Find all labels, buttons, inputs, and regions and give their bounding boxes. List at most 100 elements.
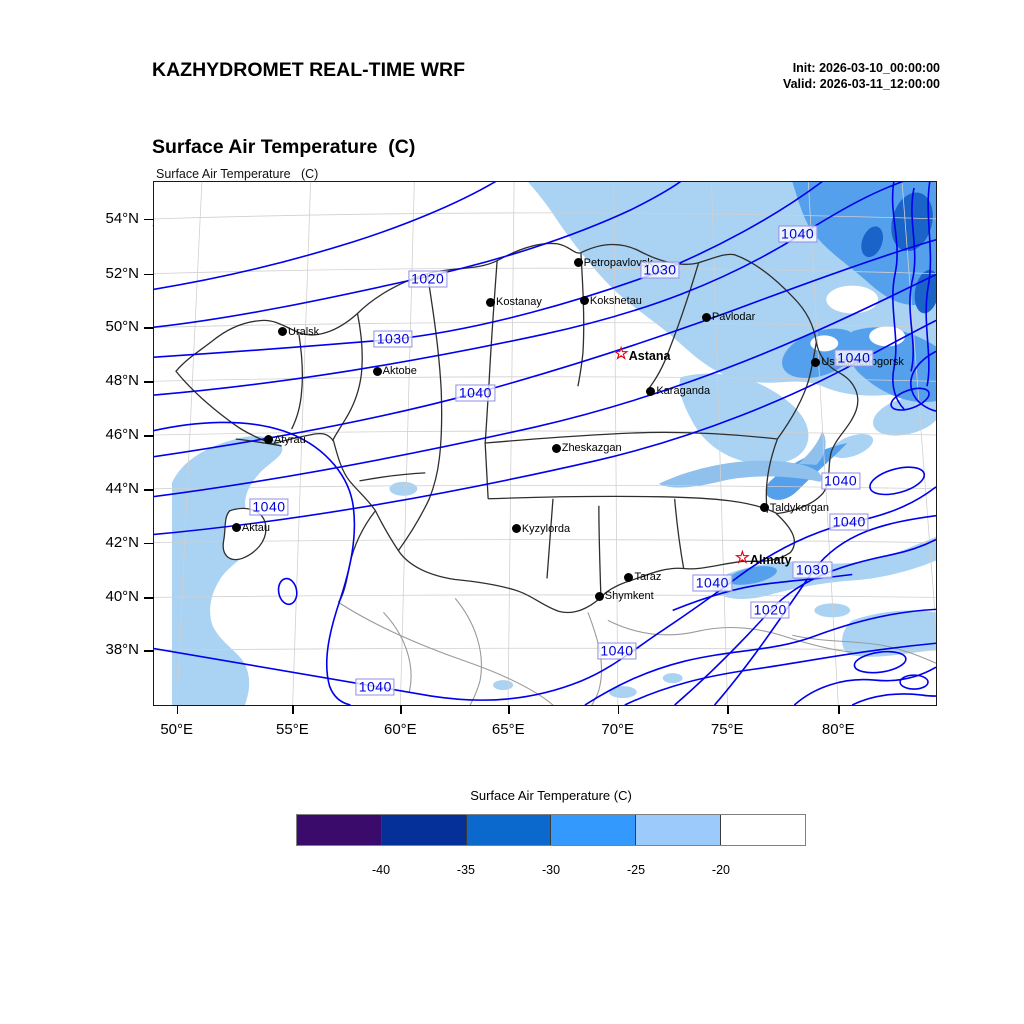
city-label: Pavlodar: [711, 311, 756, 324]
city-marker-almaty: ☆ Almaty: [735, 549, 792, 567]
colorbar-segment: [297, 815, 382, 845]
city-label: Kyzylorda: [521, 522, 571, 535]
colorbar-title: Surface Air Temperature (C): [470, 788, 632, 803]
y-tick-mark: [144, 435, 154, 437]
y-tick-label: 42°N: [105, 534, 139, 552]
pressure-contour-label: 1020: [750, 601, 790, 619]
x-tick-mark: [617, 705, 620, 714]
x-tick-mark: [292, 705, 294, 714]
pressure-contour-label: 1040: [829, 513, 869, 531]
title-temperature-line: Surface Air Temperature (C): [152, 135, 416, 158]
y-tick-mark: [144, 542, 154, 545]
colorbar-tick-label: -30: [541, 863, 561, 877]
city-label: Shymkent: [604, 590, 654, 603]
y-tick-label: 54°N: [105, 209, 139, 227]
pressure-contour-label: 1040: [597, 642, 637, 660]
city-marker-aktau: Aktau: [231, 521, 271, 534]
y-tick-label: 46°N: [105, 426, 139, 444]
colorbar-tick-label: -20: [711, 863, 731, 877]
city-dot-icon: [624, 572, 634, 582]
pressure-contour-label: 1030: [373, 330, 413, 348]
city-label: Zheskazgan: [561, 442, 622, 455]
city-marker-karaganda: Karaganda: [646, 385, 710, 397]
y-tick-mark: [144, 327, 154, 329]
pressure-contour-label: 1040: [455, 384, 495, 402]
city-dot-icon: [701, 312, 711, 322]
x-tick-mark: [838, 705, 840, 714]
y-tick-mark: [144, 650, 154, 652]
pressure-contours: [154, 182, 936, 705]
colorbar: [296, 814, 806, 846]
city-dot-icon: [278, 327, 288, 337]
pressure-contour-label: 1040: [821, 472, 861, 490]
x-tick-label: 70°E: [601, 721, 635, 738]
colorbar-ticks: -40 -35 -30 -25 -20: [296, 863, 806, 879]
y-tick-mark: [144, 273, 154, 276]
city-label: Uralsk: [288, 325, 320, 338]
x-tick-label: 65°E: [491, 721, 525, 738]
x-tick-label: 80°E: [821, 721, 855, 738]
pressure-contour-label: 1040: [249, 498, 289, 516]
y-tick-label: 40°N: [105, 588, 139, 606]
city-label: Karaganda: [656, 385, 711, 398]
city-dot-icon: [646, 386, 656, 396]
city-label: Kostanay: [496, 296, 542, 309]
x-tick-label: 55°E: [276, 721, 309, 738]
pressure-contour-label: 1040: [778, 225, 818, 243]
city-marker-taldykorgan: Taldykorgan: [759, 502, 829, 514]
pressure-contour-label: 1020: [408, 270, 448, 288]
country-borders: [338, 598, 936, 705]
city-marker-astana: ☆ Astana: [613, 344, 671, 364]
city-marker-atyrau: Atyrau: [263, 434, 306, 446]
init-time: Init: 2026-03-10_00:00:00: [792, 61, 940, 75]
city-label: Aktau: [241, 521, 271, 534]
colorbar-segment: [551, 815, 637, 845]
pressure-contour-label: 1040: [834, 349, 874, 367]
y-tick-mark: [144, 381, 154, 383]
x-tick-label: 50°E: [160, 721, 194, 738]
city-dot-icon: [263, 435, 273, 445]
city-dot-icon: [372, 366, 382, 376]
capital-star-icon: ☆: [613, 344, 629, 364]
pressure-contour-label: 1040: [692, 574, 732, 592]
page-title: KAZHYDROMET REAL-TIME WRF: [152, 59, 466, 81]
city-marker-uralsk: Uralsk: [278, 326, 319, 338]
city-marker-aktobe: Aktobe: [372, 365, 417, 378]
y-tick-label: 38°N: [105, 641, 139, 659]
city-label: Aktobe: [382, 365, 417, 378]
x-tick-mark: [400, 705, 402, 714]
pressure-contour-label: 1040: [355, 678, 395, 696]
y-tick-label: 44°N: [105, 480, 139, 498]
city-marker-petropavlovsk: Petropavlovsk: [573, 257, 653, 269]
city-dot-icon: [511, 524, 521, 534]
y-tick-label: 48°N: [105, 372, 139, 390]
city-label: Almaty: [749, 552, 792, 567]
city-label: Taraz: [634, 571, 662, 584]
x-tick-label: 75°E: [710, 721, 744, 738]
city-dot-icon: [811, 357, 821, 367]
colorbar-tick-label: -35: [456, 863, 476, 877]
graticule: [154, 182, 936, 705]
city-label: Kokshetau: [589, 294, 642, 307]
city-dot-icon: [594, 591, 604, 601]
x-tick-mark: [508, 705, 510, 714]
city-marker-kokshetau: Kokshetau: [579, 294, 642, 307]
city-marker-taraz: Taraz: [624, 571, 661, 583]
valid-time: Valid: 2026-03-11_12:00:00: [782, 77, 940, 91]
y-tick-label: 52°N: [105, 264, 139, 282]
city-dot-icon: [759, 503, 769, 513]
y-tick-mark: [144, 218, 154, 221]
city-label: Astana: [628, 349, 671, 364]
colorbar-segment: [721, 815, 805, 845]
city-marker-pavlodar: Pavlodar: [701, 311, 756, 324]
map-subtitle-line1: Surface Air Temperature (C): [156, 167, 319, 181]
city-marker-kostanay: Kostanay: [486, 296, 542, 308]
map-overlay: Uralsk Aktobe Kostanay Petropavlovsk Kokshet…: [154, 182, 936, 705]
city-dot-icon: [486, 297, 496, 307]
city-dot-icon: [231, 523, 241, 533]
city-marker-kyzylorda: Kyzylorda: [511, 522, 571, 535]
pressure-contour-label: 1030: [640, 261, 680, 279]
x-tick-mark: [727, 705, 729, 714]
colorbar-tick-label: -25: [626, 863, 646, 877]
map-frame: Uralsk Aktobe Kostanay Petropavlovsk Kokshet…: [105, 181, 937, 738]
